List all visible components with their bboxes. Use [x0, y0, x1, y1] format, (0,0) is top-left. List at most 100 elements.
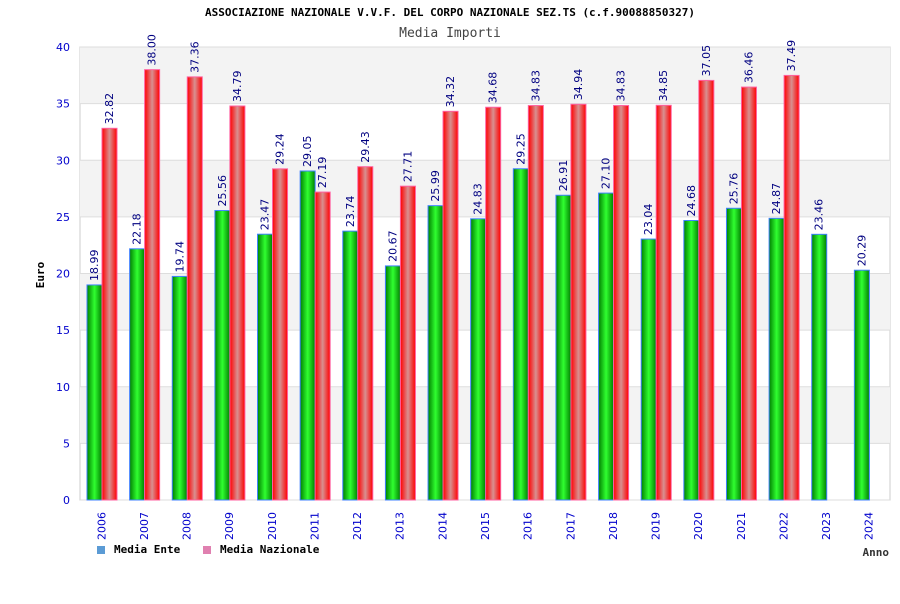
bar-nazionale — [399, 185, 416, 501]
x-tick-label: 2009 — [223, 512, 236, 540]
bar-nazionale — [740, 86, 757, 501]
data-label: 20.67 — [386, 230, 399, 262]
data-label: 22.18 — [131, 213, 144, 245]
data-label: 34.79 — [231, 71, 244, 103]
data-label: 23.46 — [813, 199, 826, 231]
bar-ente — [86, 284, 103, 501]
bar-ente — [725, 207, 742, 501]
bar-nazionale — [613, 105, 630, 501]
data-label: 24.87 — [770, 183, 783, 215]
bar-ente — [811, 233, 828, 501]
bar-ente — [427, 205, 444, 501]
bar-nazionale — [186, 76, 203, 501]
x-tick-label: 2022 — [777, 512, 790, 540]
bar-nazionale — [314, 191, 331, 501]
legend-label-ente: Media Ente — [114, 543, 181, 556]
x-tick-label: 2013 — [394, 512, 407, 540]
data-label: 36.46 — [742, 52, 755, 84]
data-label: 34.83 — [615, 70, 628, 102]
bar-nazionale — [698, 79, 715, 501]
x-tick-label: 2017 — [564, 512, 577, 540]
y-tick-label: 5 — [63, 437, 70, 450]
x-tick-label: 2010 — [266, 512, 279, 540]
bar-nazionale — [101, 127, 118, 501]
bar-nazionale — [144, 69, 161, 501]
chart-title: ASSOCIAZIONE NAZIONALE V.V.F. DEL CORPO … — [205, 6, 695, 19]
x-tick-label: 2016 — [522, 512, 535, 540]
y-tick-label: 40 — [56, 41, 70, 54]
data-label: 29.24 — [274, 133, 287, 165]
bar-nazionale — [272, 168, 289, 501]
data-label: 27.10 — [600, 158, 613, 190]
bar-nazionale — [570, 103, 587, 501]
data-label: 25.99 — [429, 170, 442, 202]
data-label: 29.25 — [514, 133, 527, 165]
bar-nazionale — [655, 104, 672, 501]
y-tick-label: 10 — [56, 381, 70, 394]
data-label: 34.94 — [572, 69, 585, 101]
data-label: 19.74 — [173, 241, 186, 273]
data-label: 38.00 — [146, 34, 159, 66]
data-label: 34.68 — [487, 72, 500, 104]
x-tick-label: 2018 — [607, 512, 620, 540]
data-label: 18.99 — [88, 249, 101, 281]
data-label: 23.74 — [344, 196, 357, 228]
y-tick-label: 35 — [56, 98, 70, 111]
chart-subtitle: Media Importi — [399, 26, 501, 41]
data-label: 27.19 — [316, 157, 329, 189]
x-tick-label: 2024 — [863, 512, 876, 540]
data-label: 37.36 — [188, 41, 201, 73]
legend: Media Ente Media Nazionale — [97, 543, 320, 556]
x-tick-label: 2023 — [820, 512, 833, 540]
data-label: 27.71 — [401, 151, 414, 183]
bar-nazionale — [783, 74, 800, 501]
bar-nazionale — [442, 110, 459, 501]
data-label: 37.05 — [700, 45, 713, 77]
bar-ente — [384, 265, 401, 501]
data-label: 29.05 — [301, 136, 314, 168]
y-tick-label: 20 — [56, 268, 70, 281]
bar-ente — [214, 210, 231, 501]
y-tick-label: 0 — [63, 494, 70, 507]
x-tick-label: 2008 — [181, 512, 194, 540]
bar-ente — [768, 217, 785, 501]
bar-ente — [853, 269, 870, 501]
legend-label-nazionale: Media Nazionale — [220, 543, 320, 556]
bar-ente — [470, 218, 487, 501]
bar-nazionale — [229, 105, 246, 501]
x-tick-label: 2011 — [308, 512, 321, 540]
legend-swatch-ente — [97, 546, 105, 554]
x-tick-label: 2014 — [436, 512, 449, 540]
bar-ente — [129, 248, 146, 501]
bar-nazionale — [485, 106, 502, 501]
data-label: 32.82 — [103, 93, 116, 125]
bar-ente — [683, 219, 700, 501]
data-label: 23.47 — [259, 199, 272, 231]
data-label: 25.56 — [216, 175, 229, 207]
y-axis-label: Euro — [34, 261, 47, 288]
data-label: 34.85 — [657, 70, 670, 102]
bar-ente — [555, 194, 572, 501]
bar-ente — [299, 170, 316, 501]
x-tick-label: 2007 — [138, 512, 151, 540]
x-tick-label: 2021 — [735, 512, 748, 540]
data-label: 24.83 — [472, 183, 485, 215]
x-tick-label: 2012 — [351, 512, 364, 540]
x-tick-label: 2006 — [95, 512, 108, 540]
data-label: 20.29 — [855, 235, 868, 267]
y-tick-label: 25 — [56, 211, 70, 224]
data-label: 34.32 — [444, 76, 457, 108]
y-tick-label: 30 — [56, 154, 70, 167]
data-label: 23.04 — [642, 204, 655, 236]
data-label: 37.49 — [785, 40, 798, 72]
bar-ente — [512, 168, 529, 501]
bar-ente — [598, 192, 615, 501]
data-label: 29.43 — [359, 131, 372, 163]
bar-nazionale — [357, 166, 374, 501]
data-label: 26.91 — [557, 160, 570, 192]
bar-ente — [342, 230, 359, 501]
bar-ente — [257, 233, 274, 501]
x-axis-label: Anno — [863, 546, 890, 559]
